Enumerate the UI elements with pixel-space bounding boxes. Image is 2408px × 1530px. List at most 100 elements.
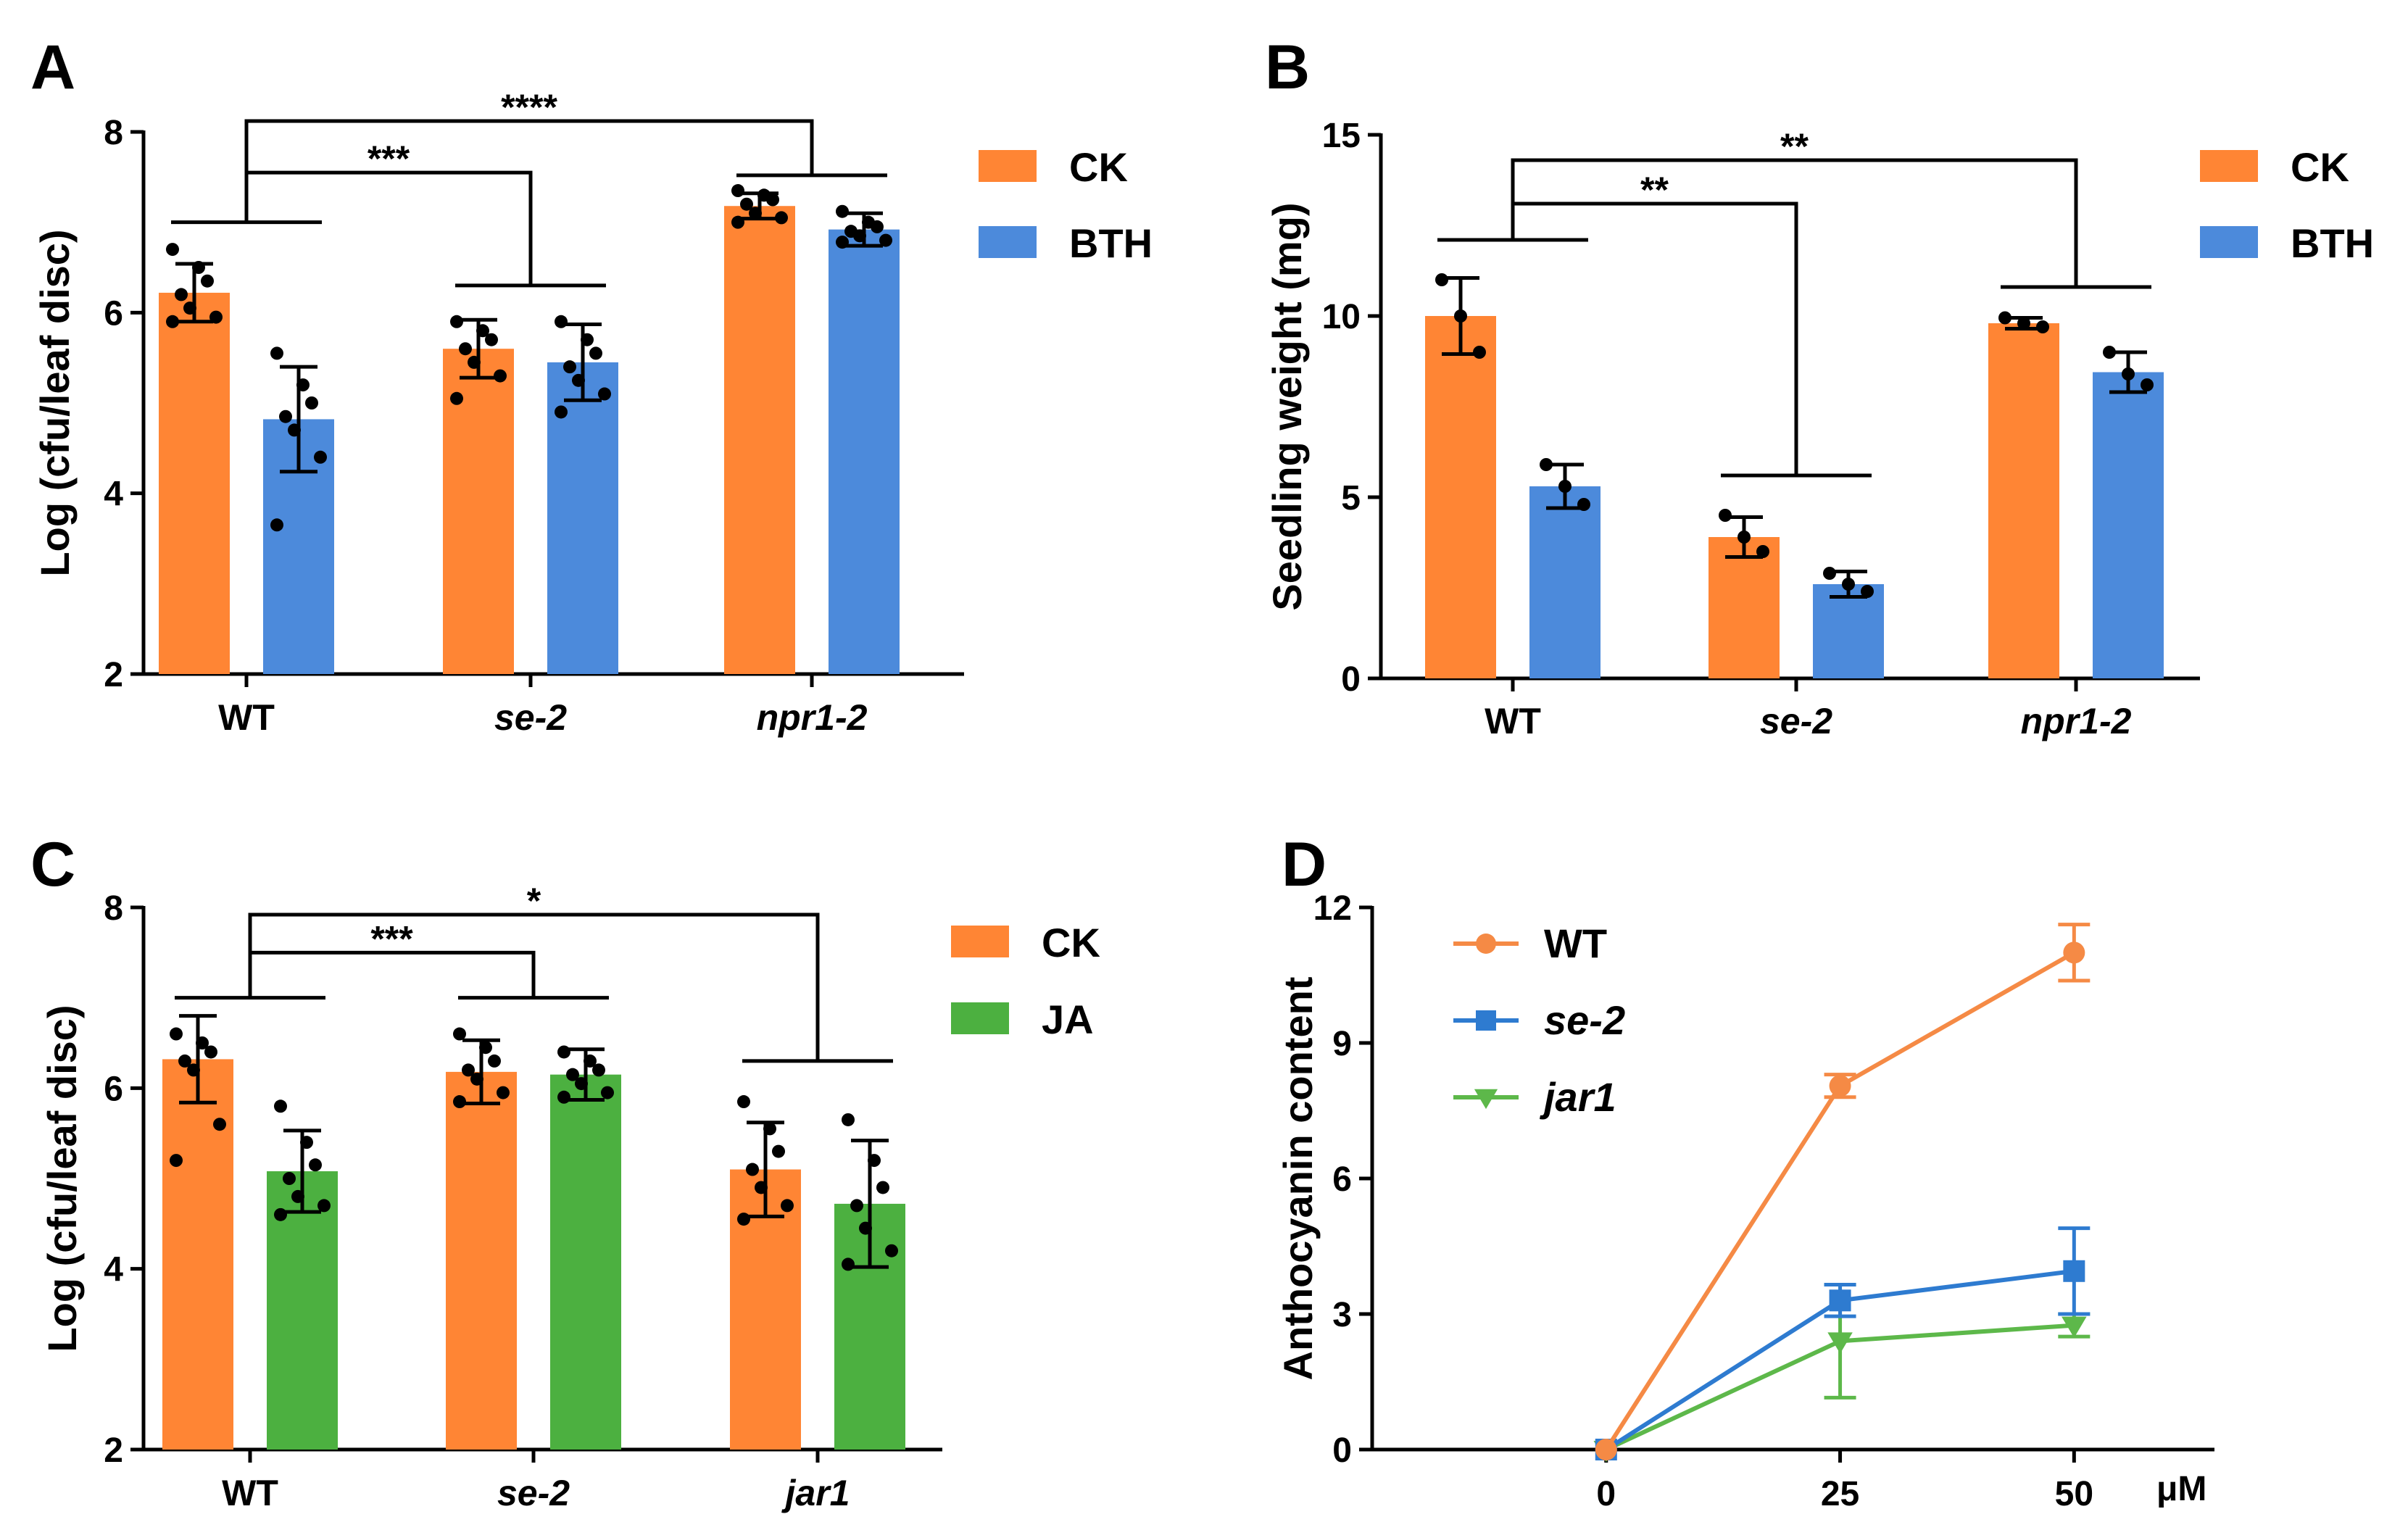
data-point — [479, 1041, 492, 1055]
y-axis-title: Seedling weight (mg) — [1264, 202, 1310, 610]
data-point-se-2 — [2063, 1260, 2085, 1282]
data-point — [1577, 498, 1590, 511]
data-point-jar1 — [1827, 1332, 1853, 1354]
data-point — [196, 1036, 209, 1049]
panel-c-label: C — [30, 830, 75, 899]
data-point-WT — [1829, 1075, 1851, 1097]
legend-marker-se-2 — [1476, 1010, 1496, 1031]
significance-bracket — [248, 912, 820, 1061]
data-point-WT — [2063, 941, 2085, 964]
data-point — [601, 1086, 614, 1099]
significance-label: ** — [1780, 126, 1809, 167]
data-point — [766, 193, 779, 207]
data-point — [1756, 545, 1769, 558]
x-tick-label: 0 — [1596, 1475, 1616, 1513]
legend-label-ck: CK — [1069, 144, 1128, 190]
data-point — [740, 197, 753, 211]
data-point — [746, 1163, 759, 1176]
data-point — [563, 360, 576, 374]
data-point — [1719, 509, 1732, 522]
data-point — [589, 346, 602, 360]
data-point — [497, 1086, 510, 1099]
significance-label: ** — [1640, 170, 1669, 210]
legend-label-WT: WT — [1544, 920, 1607, 966]
data-point — [283, 1172, 296, 1185]
y-tick-label: 0 — [1341, 660, 1361, 699]
significance-bracket — [248, 950, 536, 998]
y-tick-label: 8 — [104, 889, 123, 928]
legend-label-bth: BTH — [2291, 220, 2374, 266]
data-point — [557, 1090, 570, 1104]
data-point — [300, 1136, 313, 1149]
x-category-label: jar1 — [781, 1473, 850, 1513]
data-point — [187, 1063, 200, 1077]
data-point — [555, 315, 568, 328]
data-point — [468, 355, 481, 369]
data-point — [274, 1207, 287, 1221]
data-point — [763, 1122, 776, 1136]
y-tick-label: 0 — [1332, 1431, 1352, 1470]
y-tick-label: 12 — [1313, 889, 1352, 928]
data-point — [755, 1181, 768, 1194]
data-point — [1435, 273, 1448, 286]
data-point — [204, 1045, 217, 1059]
x-tick-label: 25 — [1821, 1475, 1859, 1513]
panel-b-bar-chart: B 0 5 10 15 Seedling weight (mg) WT se-2 npr1-2… — [1264, 33, 2374, 741]
data-point — [737, 1213, 750, 1226]
data-point — [2141, 378, 2154, 391]
data-point — [213, 1118, 226, 1131]
data-point — [575, 1077, 588, 1091]
data-point — [871, 220, 884, 233]
data-point — [166, 243, 179, 257]
data-point — [842, 1113, 855, 1126]
data-point — [192, 261, 205, 274]
data-point — [470, 1072, 483, 1086]
legend-label-bth: BTH — [1069, 220, 1153, 266]
bar-bth — [1529, 486, 1601, 678]
bar-bth — [1813, 584, 1884, 678]
y-axis-title: Anthocyanin content — [1275, 977, 1321, 1381]
data-point — [859, 1221, 872, 1235]
y-axis-title: Log (cfu/leaf disc) — [32, 229, 78, 576]
data-point — [1540, 458, 1553, 471]
legend-label-ck: CK — [1042, 920, 1100, 965]
data-point — [1738, 531, 1751, 544]
data-point — [488, 1054, 501, 1068]
legend-swatch-ja — [951, 1002, 1009, 1034]
data-point — [885, 1244, 898, 1257]
y-tick-label: 6 — [104, 294, 123, 333]
legend-label-ck: CK — [2291, 144, 2349, 190]
data-point — [476, 324, 489, 338]
significance-label: **** — [501, 87, 557, 128]
data-point — [592, 1063, 605, 1077]
data-point — [1842, 578, 1855, 591]
data-point — [314, 450, 327, 464]
data-point — [781, 1199, 794, 1213]
data-point — [584, 1054, 597, 1068]
data-point — [462, 1063, 475, 1077]
data-point — [170, 1027, 183, 1041]
legend-label-se-2: se-2 — [1544, 997, 1625, 1043]
x-axis-unit: μM — [2156, 1470, 2206, 1508]
data-point — [731, 215, 744, 229]
bar-ck — [1988, 323, 2059, 678]
y-tick-label: 9 — [1332, 1025, 1352, 1063]
legend-swatch-ck — [979, 150, 1037, 182]
data-point — [494, 369, 507, 383]
data-point — [731, 184, 744, 198]
significance-bracket — [1511, 201, 1798, 475]
bar-ck — [1425, 316, 1496, 678]
bar-ck — [159, 292, 230, 674]
legend-label-ja: JA — [1042, 997, 1094, 1042]
y-tick-label: 6 — [1332, 1160, 1352, 1199]
data-point — [166, 315, 179, 328]
data-point — [450, 391, 463, 405]
significance-bracket — [244, 119, 814, 223]
data-point — [572, 373, 585, 387]
data-point — [2103, 346, 2116, 359]
bar-ja — [550, 1074, 621, 1450]
data-point — [598, 387, 611, 401]
bar-ck — [162, 1059, 233, 1450]
